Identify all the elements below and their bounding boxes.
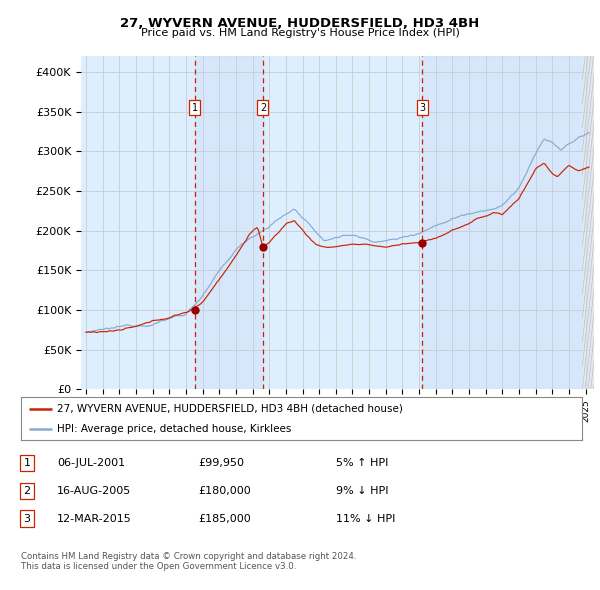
Text: 27, WYVERN AVENUE, HUDDERSFIELD, HD3 4BH: 27, WYVERN AVENUE, HUDDERSFIELD, HD3 4BH — [121, 17, 479, 30]
Text: £180,000: £180,000 — [198, 486, 251, 496]
Text: 2: 2 — [23, 486, 31, 496]
Text: Contains HM Land Registry data © Crown copyright and database right 2024.
This d: Contains HM Land Registry data © Crown c… — [21, 552, 356, 571]
Text: 06-JUL-2001: 06-JUL-2001 — [57, 458, 125, 468]
Text: 11% ↓ HPI: 11% ↓ HPI — [336, 514, 395, 523]
Text: 27, WYVERN AVENUE, HUDDERSFIELD, HD3 4BH (detached house): 27, WYVERN AVENUE, HUDDERSFIELD, HD3 4BH… — [58, 404, 403, 414]
Bar — [422, 56, 594, 389]
Text: £99,950: £99,950 — [198, 458, 244, 468]
Text: HPI: Average price, detached house, Kirklees: HPI: Average price, detached house, Kirk… — [58, 424, 292, 434]
Bar — [194, 56, 263, 389]
Text: 1: 1 — [23, 458, 31, 468]
Text: 3: 3 — [419, 103, 425, 113]
Polygon shape — [583, 56, 594, 389]
Text: 5% ↑ HPI: 5% ↑ HPI — [336, 458, 388, 468]
Text: 1: 1 — [191, 103, 197, 113]
Text: 12-MAR-2015: 12-MAR-2015 — [57, 514, 132, 523]
Text: 2: 2 — [260, 103, 266, 113]
Text: £185,000: £185,000 — [198, 514, 251, 523]
Text: 3: 3 — [23, 514, 31, 523]
Text: Price paid vs. HM Land Registry's House Price Index (HPI): Price paid vs. HM Land Registry's House … — [140, 28, 460, 38]
Text: 9% ↓ HPI: 9% ↓ HPI — [336, 486, 389, 496]
Text: 16-AUG-2005: 16-AUG-2005 — [57, 486, 131, 496]
